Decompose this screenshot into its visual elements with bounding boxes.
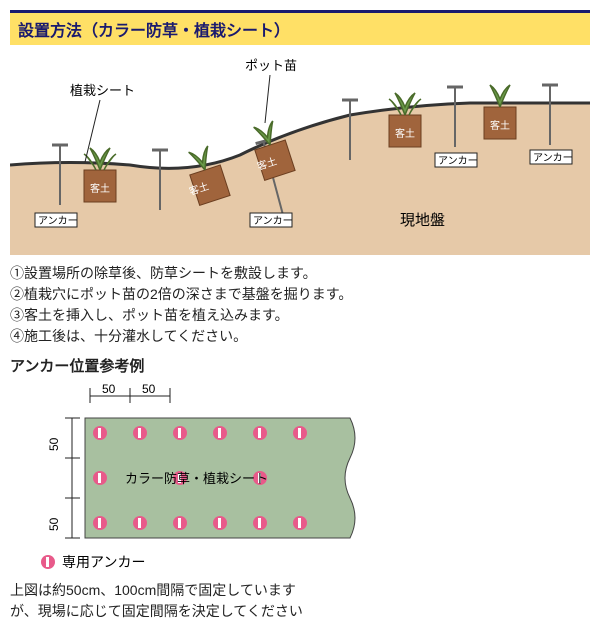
title-bar: 設置方法（カラー防草・植栽シート） bbox=[10, 10, 590, 45]
svg-text:50: 50 bbox=[47, 437, 61, 451]
label-ground-base: 現地盤 bbox=[400, 212, 445, 229]
svg-text:50: 50 bbox=[102, 382, 116, 396]
svg-text:アンカー: アンカー bbox=[533, 152, 573, 164]
svg-text:アンカー: アンカー bbox=[438, 155, 478, 167]
svg-text:アンカー: アンカー bbox=[253, 215, 293, 227]
instruction-2: ②植栽穴にポット苗の2倍の深さまで基盤を掘ります。 bbox=[10, 284, 590, 305]
svg-text:50: 50 bbox=[142, 382, 156, 396]
legend-label: 専用アンカー bbox=[62, 552, 145, 572]
label-planting-sheet: 植栽シート bbox=[70, 83, 135, 98]
instruction-4: ④施工後は、十分灌水してください。 bbox=[10, 326, 590, 347]
svg-text:アンカー: アンカー bbox=[38, 215, 78, 227]
sheet-label: カラー防草・植栽シート bbox=[125, 471, 268, 486]
instruction-3: ③客土を挿入し、ポット苗を植え込みます。 bbox=[10, 305, 590, 326]
footnote-text: 上図は約50cm、100cm間隔で固定しています が、現場に応じて固定間隔を決定… bbox=[10, 580, 590, 622]
cross-section-diagram: 植栽シート ポット苗 現地盤 アンカー アンカー アンカー アンカー 客土 客土… bbox=[10, 45, 590, 255]
label-pot-seedling: ポット苗 bbox=[245, 58, 297, 73]
anchor-marker-icon bbox=[40, 554, 56, 570]
svg-text:客土: 客土 bbox=[395, 127, 415, 140]
anchor-plan-diagram: 50 50 50 50 カラー防草・植栽シート bbox=[30, 378, 390, 548]
anchor-legend: 専用アンカー bbox=[40, 552, 590, 572]
instructions-list: ①設置場所の除草後、防草シートを敷設します。 ②植栽穴にポット苗の2倍の深さまで… bbox=[10, 263, 590, 347]
svg-text:50: 50 bbox=[47, 517, 61, 531]
instruction-1: ①設置場所の除草後、防草シートを敷設します。 bbox=[10, 263, 590, 284]
anchor-plan-heading: アンカー位置参考例 bbox=[10, 355, 590, 376]
svg-text:客土: 客土 bbox=[490, 119, 510, 132]
svg-text:客土: 客土 bbox=[90, 182, 110, 195]
